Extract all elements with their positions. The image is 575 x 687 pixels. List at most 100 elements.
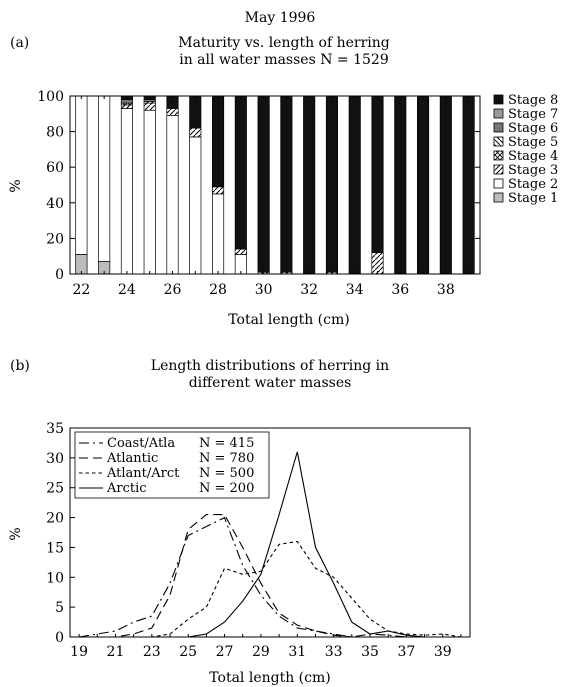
bar-segment	[394, 95, 407, 275]
bar-segment	[371, 95, 384, 253]
panel-b-xlabel: Total length (cm)	[209, 670, 330, 686]
legend-n-label: N = 500	[199, 466, 254, 481]
panel-b-ylabel: %	[8, 527, 24, 540]
y-tick-label: 30	[46, 451, 64, 467]
bar-segment	[98, 95, 111, 262]
bar-segment	[189, 95, 202, 129]
x-tick-label: 37	[397, 644, 415, 660]
legend-label: Stage 7	[508, 107, 558, 122]
bar-segment	[143, 102, 156, 111]
y-tick-label: 0	[55, 267, 64, 283]
panel-a-subtitle: in all water masses N = 1529	[179, 52, 389, 68]
panel-a-ylabel: %	[8, 179, 24, 192]
y-tick-label: 35	[46, 421, 64, 437]
x-tick-label: 25	[179, 644, 197, 660]
x-tick-label: 30	[255, 282, 273, 298]
legend-swatch	[493, 136, 504, 147]
legend-swatch	[493, 150, 504, 161]
series-line	[79, 451, 461, 638]
bar-segment	[120, 99, 133, 104]
legend-label: Stage 8	[508, 93, 558, 108]
x-tick-label: 32	[300, 282, 318, 298]
bar-segment	[371, 252, 384, 275]
bar-segment	[348, 95, 361, 275]
panel-b-plot-area: 0 5 10 15 20 25 30 35 19 21 23 25 27 29 31 33 35 37 39	[46, 421, 471, 660]
panel-b-title: Length distributions of herring in	[151, 358, 389, 374]
bar-segment	[166, 115, 179, 275]
panel-b: (b) Length distributions of herring in d…	[8, 358, 471, 686]
x-tick-label: 31	[288, 644, 306, 660]
y-tick-label: 0	[55, 630, 64, 646]
legend-swatch	[493, 94, 504, 105]
x-tick-label: 34	[346, 282, 364, 298]
y-tick-label: 20	[46, 511, 64, 527]
bar-segment	[280, 95, 293, 273]
y-tick-label: 80	[46, 125, 64, 141]
x-tick-label: 24	[118, 282, 136, 298]
x-tick-label: 33	[325, 644, 343, 660]
legend-swatch	[493, 164, 504, 175]
panel-a-label: (a)	[10, 35, 29, 51]
panel-b-legend: Coast/Atla N = 415 Atlantic N = 780 Atlant/A…	[74, 431, 270, 499]
y-tick-label: 60	[46, 160, 64, 176]
x-tick-label: 19	[70, 644, 88, 660]
bar-segment	[143, 109, 156, 275]
legend-label: Stage 2	[508, 177, 558, 192]
x-tick-label: 26	[164, 282, 182, 298]
y-tick-label: 25	[46, 481, 64, 497]
bar-segment	[234, 248, 247, 255]
bar-segment	[234, 95, 247, 250]
legend-label: Atlant/Arct	[106, 466, 180, 481]
legend-label: Stage 4	[508, 149, 558, 164]
x-tick-label: 35	[361, 644, 379, 660]
x-tick-label: 38	[437, 282, 455, 298]
bar-segment	[120, 108, 133, 275]
panel-b-subtitle: different water masses	[189, 375, 352, 391]
bar-segment	[257, 95, 270, 273]
x-tick-label: 27	[216, 644, 234, 660]
legend-label: Stage 3	[508, 163, 558, 178]
bar-segment	[303, 95, 316, 275]
x-tick-label: 21	[107, 644, 125, 660]
legend-swatch	[493, 122, 504, 133]
legend-swatch	[493, 192, 504, 203]
bar-segment	[462, 95, 475, 275]
legend-n-label: N = 200	[199, 481, 254, 496]
y-tick-label: 100	[37, 89, 64, 105]
panel-a-title: Maturity vs. length of herring	[178, 35, 390, 51]
bar-segment	[417, 95, 430, 275]
legend-swatch	[493, 178, 504, 189]
bar-segment	[325, 95, 338, 273]
y-tick-label: 20	[46, 231, 64, 247]
bar-segment	[75, 95, 88, 255]
panel-b-frame	[69, 427, 471, 638]
legend-box	[74, 431, 270, 499]
bar-segment	[189, 127, 202, 138]
panel-b-label: (b)	[10, 358, 30, 374]
panel-a-frame	[69, 95, 481, 275]
x-tick-label: 39	[434, 644, 452, 660]
legend-n-label: N = 415	[199, 436, 254, 451]
series-line	[79, 514, 461, 638]
legend-label: Atlantic	[106, 451, 158, 466]
y-tick-label: 15	[46, 540, 64, 556]
panel-a-plot-area: 0 20 40 60 80 100 22 24 26 28 30 32 34 36 38	[37, 89, 481, 298]
x-tick-label: 28	[209, 282, 227, 298]
legend-label: Arctic	[106, 481, 147, 496]
bar-segment	[166, 108, 179, 116]
panel-a-xlabel: Total length (cm)	[228, 312, 349, 328]
y-tick-label: 10	[46, 570, 64, 586]
figure-title: May 1996	[245, 10, 316, 26]
bar-segment	[212, 95, 225, 188]
y-tick-label: 5	[55, 600, 64, 616]
bar-segment	[120, 104, 133, 109]
legend-swatch	[493, 108, 504, 119]
x-tick-label: 29	[252, 644, 270, 660]
x-tick-label: 23	[143, 644, 161, 660]
panel-a: (a) Maturity vs. length of herring in al…	[8, 35, 558, 328]
bar-segment	[212, 186, 225, 195]
x-tick-label: 22	[72, 282, 90, 298]
bar-segment	[189, 136, 202, 275]
